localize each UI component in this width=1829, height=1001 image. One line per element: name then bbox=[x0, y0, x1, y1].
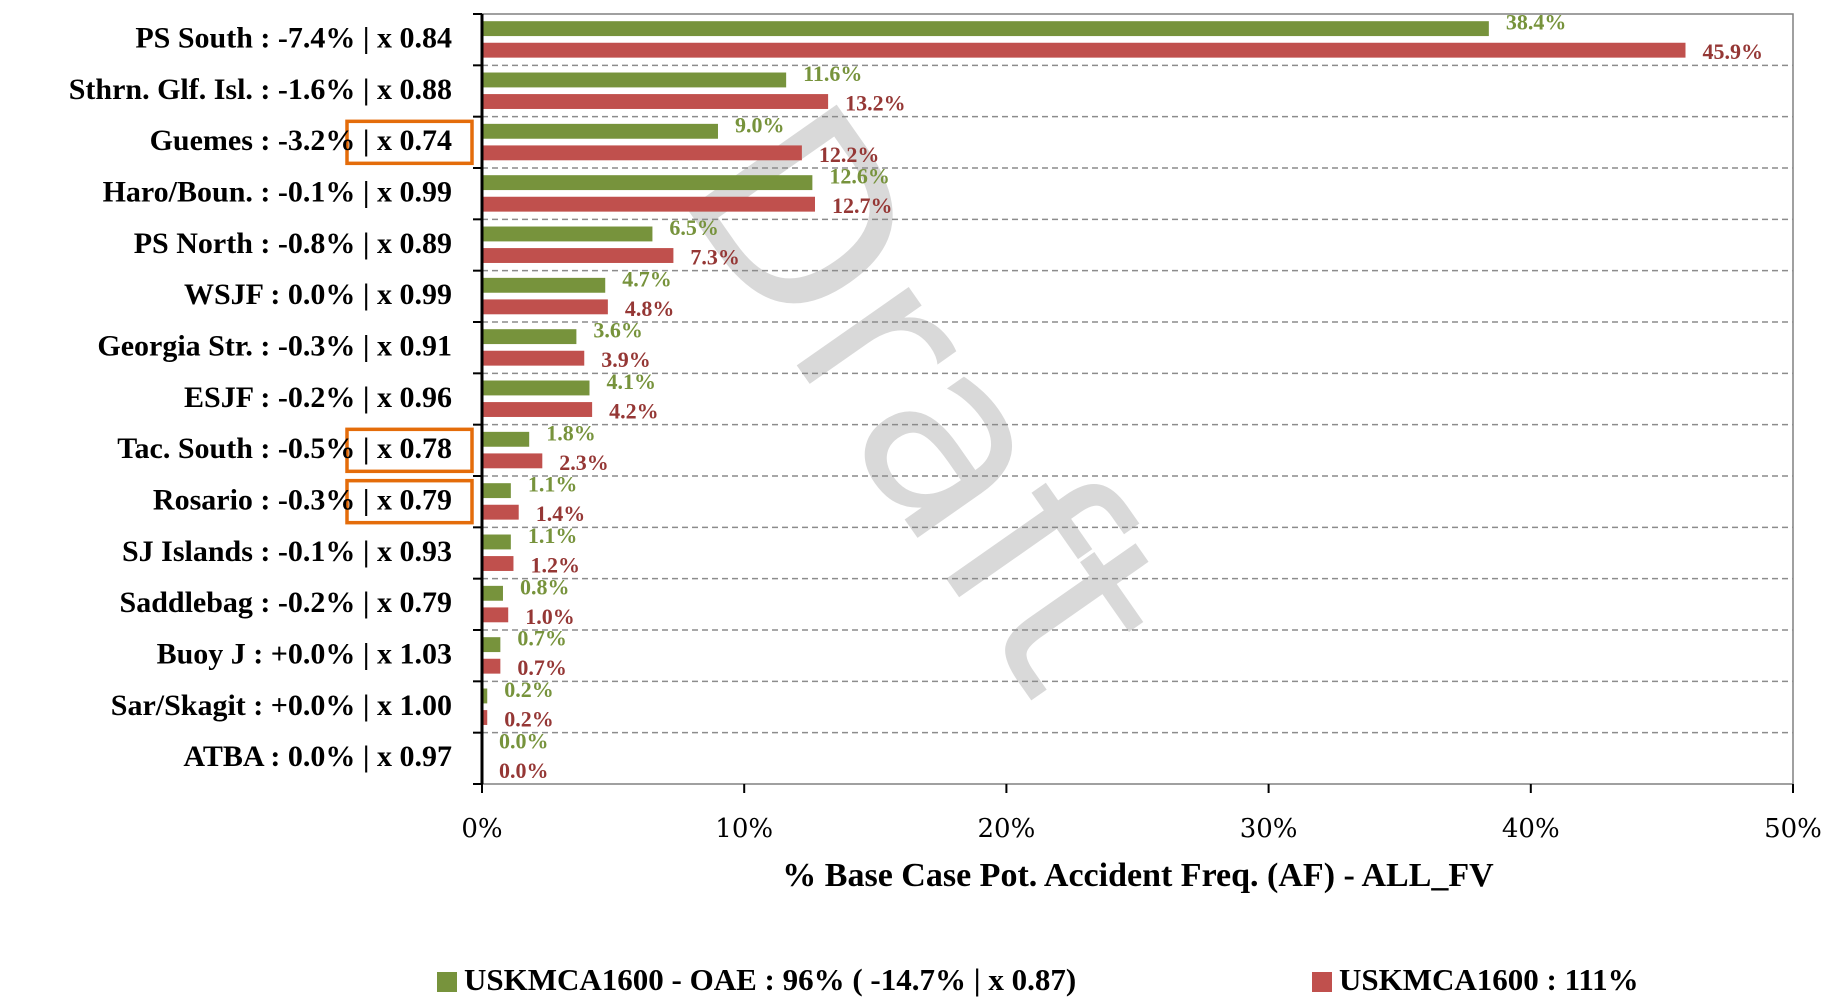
value-label: 6.5% bbox=[669, 215, 719, 240]
bar bbox=[482, 248, 674, 263]
category-label: SJ Islands : -0.1% | x 0.93 bbox=[122, 535, 452, 568]
highlight-box bbox=[345, 478, 474, 525]
category-label: Buoy J : +0.0% | x 1.03 bbox=[157, 638, 452, 671]
bar bbox=[482, 688, 488, 704]
value-label: 4.8% bbox=[625, 296, 675, 321]
bar bbox=[482, 585, 503, 601]
value-label: 3.6% bbox=[593, 318, 643, 343]
bar bbox=[482, 226, 653, 242]
category-label: ATBA : 0.0% | x 0.97 bbox=[183, 740, 452, 773]
x-tick-label: 20% bbox=[978, 814, 1036, 844]
category-label: PS North : -0.8% | x 0.89 bbox=[134, 227, 452, 260]
bar bbox=[482, 145, 802, 161]
value-label: 3.9% bbox=[601, 347, 651, 372]
value-label: 12.2% bbox=[819, 142, 880, 167]
x-tick-label: 50% bbox=[1764, 814, 1822, 844]
x-tick-label: 0% bbox=[461, 814, 502, 844]
bar bbox=[482, 607, 509, 623]
value-label: 38.4% bbox=[1506, 10, 1567, 35]
category-label: ESJF : -0.2% | x 0.96 bbox=[184, 381, 452, 414]
value-label: 7.3% bbox=[690, 245, 740, 270]
bar bbox=[482, 196, 815, 212]
category-label: Rosario : -0.3% | x 0.79 bbox=[153, 484, 452, 517]
bar bbox=[482, 42, 1686, 58]
x-axis-title: % Base Case Pot. Accident Freq. (AF) - A… bbox=[782, 857, 1494, 894]
highlight-box bbox=[345, 119, 474, 166]
bar bbox=[482, 504, 519, 520]
category-label: Haro/Boun. : -0.1% | x 0.99 bbox=[103, 176, 452, 209]
category-label: Tac. South : -0.5% | x 0.78 bbox=[117, 432, 452, 465]
bar bbox=[482, 431, 530, 447]
legend-swatch bbox=[437, 972, 457, 992]
value-label: 1.2% bbox=[530, 553, 580, 578]
x-tick-label: 30% bbox=[1240, 814, 1298, 844]
category-label: Saddlebag : -0.2% | x 0.79 bbox=[120, 586, 452, 619]
category-label: Georgia Str. : -0.3% | x 0.91 bbox=[97, 330, 452, 363]
bar bbox=[482, 453, 543, 469]
bar bbox=[482, 556, 514, 571]
value-label: 4.2% bbox=[609, 399, 659, 424]
bar bbox=[482, 94, 829, 109]
value-label: 1.1% bbox=[528, 472, 578, 497]
value-label: 12.7% bbox=[832, 193, 893, 218]
bar bbox=[482, 299, 608, 315]
category-label: PS South : -7.4% | x 0.84 bbox=[135, 22, 452, 55]
bar bbox=[482, 350, 585, 366]
bar bbox=[482, 658, 501, 674]
bar bbox=[482, 123, 718, 139]
value-label: 1.4% bbox=[536, 501, 586, 526]
legend-label: USKMCA1600 - OAE : 96% ( -14.7% | x 0.87… bbox=[464, 962, 1076, 997]
value-label: 2.3% bbox=[559, 450, 609, 475]
bar bbox=[482, 380, 590, 396]
value-label: 0.7% bbox=[517, 626, 567, 651]
bar bbox=[482, 72, 787, 88]
value-label: 45.9% bbox=[1702, 39, 1763, 64]
bar bbox=[482, 637, 501, 653]
value-label: 0.0% bbox=[499, 758, 549, 783]
bar bbox=[482, 21, 1489, 37]
bar bbox=[482, 277, 606, 293]
value-label: 1.8% bbox=[546, 420, 596, 445]
value-label: 13.2% bbox=[845, 91, 906, 116]
legend-swatch bbox=[1312, 972, 1332, 992]
value-label: 12.6% bbox=[829, 164, 890, 189]
x-tick-label: 40% bbox=[1502, 814, 1560, 844]
bar bbox=[482, 710, 488, 725]
value-label: 9.0% bbox=[735, 112, 785, 137]
value-label: 4.7% bbox=[622, 266, 672, 291]
value-label: 11.6% bbox=[803, 61, 862, 86]
value-label: 0.7% bbox=[517, 655, 567, 680]
value-label: 0.2% bbox=[504, 707, 554, 732]
category-label: Sar/Skagit : +0.0% | x 1.00 bbox=[111, 689, 452, 722]
bar bbox=[482, 534, 511, 550]
category-label: Sthrn. Glf. Isl. : -1.6% | x 0.88 bbox=[69, 73, 452, 106]
bar bbox=[482, 483, 511, 499]
value-label: 0.2% bbox=[504, 677, 554, 702]
value-label: 0.8% bbox=[520, 574, 570, 599]
bar bbox=[482, 175, 813, 191]
category-label: Guemes : -3.2% | x 0.74 bbox=[150, 124, 452, 157]
category-label: WSJF : 0.0% | x 0.99 bbox=[184, 278, 452, 311]
value-label: 1.0% bbox=[525, 604, 575, 629]
x-tick-label: 10% bbox=[715, 814, 773, 844]
bar bbox=[482, 402, 593, 417]
value-label: 0.0% bbox=[499, 728, 549, 753]
legend-label: USKMCA1600 : 111% bbox=[1339, 962, 1639, 997]
value-label: 1.1% bbox=[528, 523, 578, 548]
value-label: 4.1% bbox=[607, 369, 657, 394]
bar bbox=[482, 329, 577, 345]
highlight-box bbox=[345, 427, 474, 474]
